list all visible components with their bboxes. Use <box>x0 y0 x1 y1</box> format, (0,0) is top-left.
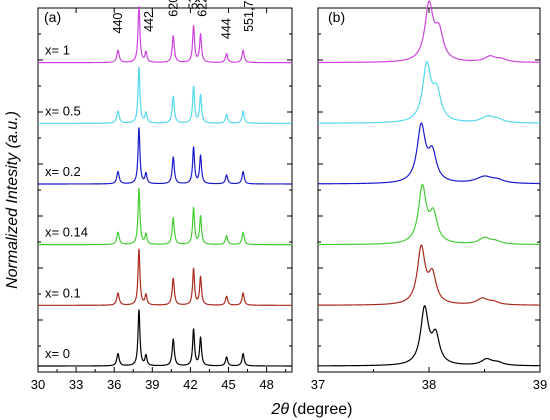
peak-label: 533 <box>187 0 201 10</box>
x-axis-label-variable: 2θ <box>270 401 289 418</box>
peak-label: 444 <box>220 18 234 39</box>
peak-label: 620 <box>166 0 180 17</box>
series-line-b-4 <box>317 244 541 306</box>
b-xtick-label: 38 <box>422 377 436 392</box>
a-xtick-label: 39 <box>145 377 159 392</box>
peak-label: 551,711 <box>242 0 256 32</box>
series-line-b-3 <box>317 183 541 246</box>
a-xtick-label: 48 <box>259 377 273 392</box>
series-line-a-1 <box>37 66 293 124</box>
a-xtick-label: 42 <box>183 377 197 392</box>
series-line-b-2 <box>317 122 541 185</box>
x-axis-label-unit: (degree) <box>292 401 352 418</box>
series-line-a-5 <box>37 309 293 367</box>
peak-label: 440 <box>111 13 125 34</box>
panel-b: 37 38 39 <box>311 0 547 392</box>
series-label: x= 0 <box>45 346 70 361</box>
series-label: x= 0.2 <box>45 164 81 179</box>
a-xtick-label: 36 <box>107 377 121 392</box>
a-xtick-label: 33 <box>69 377 83 392</box>
series-line-b-1 <box>317 60 541 124</box>
b-xtick-label: 39 <box>533 377 547 392</box>
a-xtick-label: 45 <box>221 377 235 392</box>
series-label: x= 0.1 <box>45 285 81 300</box>
series-label: x= 0.14 <box>45 225 88 240</box>
panel-a-tag: (a) <box>44 9 61 25</box>
x-axis-label: 2θ (degree) <box>270 401 352 418</box>
peak-label: 442 <box>142 11 156 32</box>
series-line-a-0 <box>37 5 293 64</box>
series-label: x= 0.5 <box>45 103 81 118</box>
series-label: x= 1 <box>45 43 70 58</box>
a-xtick-label: 30 <box>31 377 45 392</box>
series-line-a-4 <box>37 248 293 306</box>
panel-b-tag: (b) <box>328 9 345 25</box>
series-line-a-3 <box>37 187 293 246</box>
panel-a: 30 33 36 39 42 45 48 x= 1 x= 0.5 x= 0.2 x= 0.14 x= … <box>31 0 293 392</box>
series-line-a-2 <box>37 127 293 185</box>
peak-label: 622 <box>196 0 210 17</box>
y-axis-label: Normalized Intesity (a.u.) <box>4 111 21 289</box>
series-line-b-0 <box>317 0 541 64</box>
series-line-b-5 <box>317 305 541 367</box>
b-xtick-label: 37 <box>311 377 325 392</box>
